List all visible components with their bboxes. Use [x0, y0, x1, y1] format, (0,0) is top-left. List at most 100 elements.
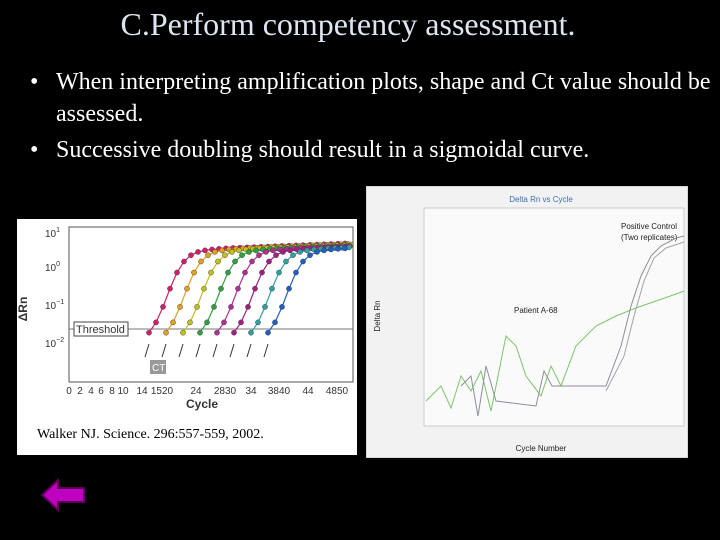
- curve-point: [304, 247, 310, 254]
- tick-base: 10: [45, 301, 57, 312]
- curve-point: [279, 304, 285, 310]
- curve-point: [290, 252, 296, 258]
- curve-point: [235, 285, 241, 292]
- x-tick-label: 4850: [326, 386, 349, 397]
- curve-point: [225, 269, 231, 276]
- curve-point: [195, 249, 201, 255]
- curve-point: [231, 329, 237, 336]
- curve-point: [188, 252, 194, 258]
- drop-line: [144, 343, 150, 358]
- curve-point: [249, 258, 255, 265]
- tick-base: 10: [45, 263, 57, 274]
- curve-point: [167, 285, 173, 292]
- curve-point: [335, 246, 341, 252]
- drop-line: [212, 343, 218, 358]
- curve-point: [228, 304, 234, 310]
- curve-point: [229, 249, 235, 255]
- annotation: Patient A-68: [514, 306, 558, 315]
- y-tick-label: 101: [45, 227, 60, 240]
- y-tick-label: 100: [45, 261, 60, 274]
- y-axis-label: Delta Rn: [373, 300, 382, 331]
- curve-point: [252, 285, 258, 292]
- curve-point: [287, 247, 293, 254]
- left-figure: Threshold CT ΔRn Cycle Walker NJ. Scienc…: [17, 219, 357, 455]
- curve-point: [253, 247, 259, 254]
- plot-frame: [423, 207, 685, 427]
- curve-point: [256, 252, 262, 258]
- x-tick-label: 1520: [151, 386, 174, 397]
- x-tick-label: 24: [190, 386, 202, 397]
- drop-line: [263, 343, 269, 358]
- curve-point: [314, 249, 320, 255]
- curve-point: [270, 247, 276, 254]
- curve-point: [259, 269, 265, 276]
- x-tick-label: 6: [98, 386, 104, 397]
- curve-point: [269, 285, 275, 292]
- x-tick-label: 4: [88, 386, 94, 397]
- tick-exponent: 0: [56, 261, 60, 268]
- curve-point: [266, 258, 272, 265]
- figure-title: Delta Rn vs Cycle: [509, 195, 573, 204]
- curve-point: [211, 304, 217, 310]
- curve-point: [245, 304, 251, 310]
- x-tick-label: 34: [245, 386, 257, 397]
- curve-point: [236, 247, 242, 254]
- curve-point: [273, 252, 279, 258]
- curve-point: [197, 329, 203, 336]
- annotation: (Two replicates): [621, 233, 678, 242]
- curve-point: [276, 269, 282, 276]
- curve-point: [300, 258, 306, 265]
- curve-point: [307, 252, 313, 258]
- curve-point: [160, 304, 166, 310]
- curve-point: [163, 329, 169, 336]
- curve-point: [218, 285, 224, 292]
- figure-background: [17, 219, 357, 455]
- tick-exponent: −1: [56, 299, 64, 306]
- curve-point: [208, 269, 214, 276]
- x-tick-label: 3840: [268, 386, 291, 397]
- x-tick-label: 2: [77, 386, 83, 397]
- curve-point: [265, 329, 271, 336]
- bullet: • When interpreting amplification plots, …: [30, 69, 711, 127]
- curve-point: [187, 319, 193, 326]
- threshold-box: [73, 321, 129, 337]
- curve-point: [321, 247, 327, 254]
- control-line: [460, 235, 685, 417]
- back-button[interactable]: [40, 478, 86, 512]
- back-arrow[interactable]: [40, 478, 85, 512]
- citation: Walker NJ. Science. 296:557-559, 2002.: [37, 427, 264, 442]
- curve-point: [342, 245, 348, 252]
- curve-point: [205, 252, 211, 258]
- tick-base: 10: [45, 229, 57, 240]
- y-tick-label: 10−1: [45, 299, 64, 312]
- plot-frame: [68, 226, 354, 383]
- y-axis-label: ΔRn: [17, 297, 30, 322]
- curve-point: [153, 319, 159, 326]
- curve-point: [170, 319, 176, 326]
- curve-point: [219, 247, 225, 254]
- drop-line: [195, 343, 201, 358]
- threshold-label: Threshold: [76, 324, 125, 336]
- bullet-text: When interpreting amplification plots, s…: [56, 69, 711, 127]
- curve-point: [263, 249, 269, 255]
- tick-exponent: 1: [56, 227, 60, 234]
- ct-label: CT: [152, 363, 165, 374]
- curve-point: [214, 329, 220, 336]
- curves: [144, 240, 354, 358]
- curve-point: [248, 329, 254, 336]
- slide-title: C.Perform competency assessment.: [120, 6, 576, 42]
- ct-box: [150, 360, 166, 374]
- curve-point: [191, 269, 197, 276]
- curve-point: [297, 249, 303, 255]
- y-tick-label: 10−2: [45, 337, 64, 350]
- curve-point: [202, 247, 208, 254]
- curve-point: [232, 258, 238, 265]
- curve-point: [184, 285, 190, 292]
- curve-point: [293, 269, 299, 276]
- x-tick-label: 10: [117, 386, 129, 397]
- curve-point: [212, 249, 218, 255]
- annotation: Positive Control: [621, 222, 677, 231]
- curve-point: [204, 319, 210, 326]
- curve-point: [283, 258, 289, 265]
